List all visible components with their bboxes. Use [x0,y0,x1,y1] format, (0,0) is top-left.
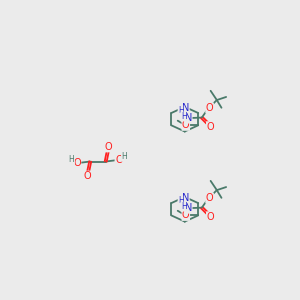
Text: O: O [206,103,213,113]
Text: O: O [115,155,123,165]
Text: H: H [69,155,74,164]
Text: O: O [182,120,190,130]
Text: O: O [83,171,91,181]
Text: N: N [182,193,189,203]
Text: H: H [178,196,184,205]
Text: H: H [122,152,127,161]
Text: O: O [182,210,190,220]
Text: N: N [185,113,192,123]
Text: O: O [105,142,112,152]
Text: O: O [206,212,214,222]
Text: O: O [73,158,81,168]
Text: H: H [178,106,184,115]
Text: O: O [206,122,214,132]
Text: N: N [182,103,189,112]
Text: N: N [185,203,192,213]
Text: O: O [206,193,213,203]
Text: H: H [181,202,187,211]
Text: H: H [181,112,187,121]
